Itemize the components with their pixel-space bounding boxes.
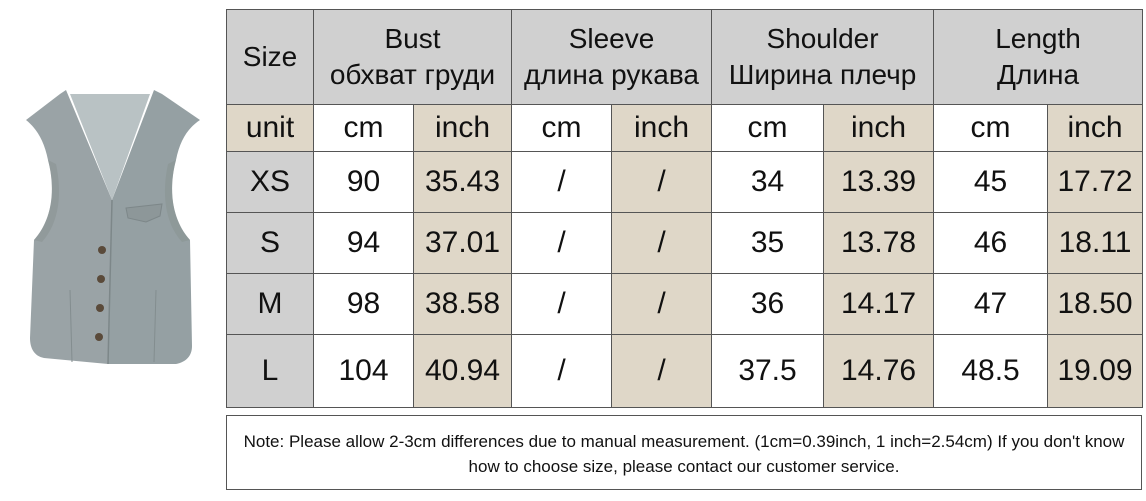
table-cell: 46 bbox=[933, 212, 1049, 274]
unit-cell: cm bbox=[313, 104, 414, 152]
table-cell: / bbox=[511, 334, 613, 408]
table-cell: 17.72 bbox=[1047, 151, 1144, 213]
unit-cell: cm bbox=[511, 104, 613, 152]
table-cell: 19.09 bbox=[1047, 334, 1144, 408]
table-cell: 37.5 bbox=[711, 334, 825, 408]
table-cell: / bbox=[511, 212, 613, 274]
size-chart-table: Size Bust обхват груди Sleeve длина рука… bbox=[226, 9, 1144, 408]
table-cell: 36 bbox=[711, 273, 825, 335]
table-cell: / bbox=[611, 273, 713, 335]
header-length-ru: Длина bbox=[997, 59, 1080, 90]
table-row: L 104 40.94 / / 37.5 14.76 48.5 19.09 bbox=[226, 334, 1144, 408]
unit-cell: cm bbox=[933, 104, 1049, 152]
vest-illustration bbox=[26, 90, 200, 365]
table-row: M 98 38.58 / / 36 14.17 47 18.50 bbox=[226, 273, 1144, 335]
table-cell: 48.5 bbox=[933, 334, 1049, 408]
header-shoulder: Shoulder Ширина плечр bbox=[711, 9, 935, 105]
header-bust: Bust обхват груди bbox=[312, 9, 513, 105]
table-row: S 94 37.01 / / 35 13.78 46 18.11 bbox=[226, 212, 1144, 274]
table-cell: / bbox=[511, 151, 613, 213]
table-cell: 98 bbox=[313, 273, 414, 335]
table-cell: 45 bbox=[933, 151, 1049, 213]
table-cell: 34 bbox=[711, 151, 825, 213]
table-cell: 14.76 bbox=[823, 334, 935, 408]
table-cell: 47 bbox=[933, 273, 1049, 335]
unit-cell: cm bbox=[711, 104, 825, 152]
unit-cell: inch bbox=[611, 104, 713, 152]
table-cell: 18.50 bbox=[1047, 273, 1144, 335]
table-cell: 13.78 bbox=[823, 212, 935, 274]
table-cell: 18.11 bbox=[1047, 212, 1144, 274]
unit-row: unit cm inch cm inch cm inch cm inch bbox=[226, 104, 1144, 152]
size-label: S bbox=[226, 212, 314, 274]
header-shoulder-ru: Ширина плечр bbox=[728, 59, 917, 90]
table-row: XS 90 35.43 / / 34 13.39 45 17.72 bbox=[226, 151, 1144, 213]
table-cell: 94 bbox=[313, 212, 414, 274]
header-sleeve-en: Sleeve bbox=[568, 23, 655, 54]
table-cell: / bbox=[511, 273, 613, 335]
unit-cell: inch bbox=[823, 104, 935, 152]
table-cell: 35 bbox=[711, 212, 825, 274]
table-cell: 14.17 bbox=[823, 273, 935, 335]
table-cell: 35.43 bbox=[412, 151, 513, 213]
measurement-note: Note: Please allow 2-3cm differences due… bbox=[226, 415, 1142, 490]
unit-label: unit bbox=[226, 104, 314, 152]
table-cell: / bbox=[611, 212, 713, 274]
table-cell: / bbox=[611, 334, 713, 408]
size-label: L bbox=[226, 334, 314, 408]
table-cell: 90 bbox=[313, 151, 414, 213]
header-sleeve-ru: длина рукава bbox=[524, 59, 699, 90]
header-shoulder-en: Shoulder bbox=[766, 23, 879, 54]
table-cell: 37.01 bbox=[412, 212, 513, 274]
header-bust-en: Bust bbox=[384, 23, 441, 54]
table-cell: 40.94 bbox=[412, 334, 513, 408]
header-length: Length Длина bbox=[933, 9, 1144, 105]
vest-product-image bbox=[0, 80, 226, 380]
unit-cell: inch bbox=[412, 104, 513, 152]
table-cell: 13.39 bbox=[823, 151, 935, 213]
table-cell: 38.58 bbox=[412, 273, 513, 335]
header-bust-ru: обхват груди bbox=[329, 59, 496, 90]
header-size: Size bbox=[226, 9, 314, 105]
table-cell: 104 bbox=[313, 334, 414, 408]
unit-cell: inch bbox=[1047, 104, 1144, 152]
size-label: M bbox=[226, 273, 314, 335]
size-label: XS bbox=[226, 151, 314, 213]
header-sleeve: Sleeve длина рукава bbox=[511, 9, 713, 105]
table-cell: / bbox=[611, 151, 713, 213]
header-length-en: Length bbox=[995, 23, 1081, 54]
header-row: Size Bust обхват груди Sleeve длина рука… bbox=[226, 9, 1144, 105]
